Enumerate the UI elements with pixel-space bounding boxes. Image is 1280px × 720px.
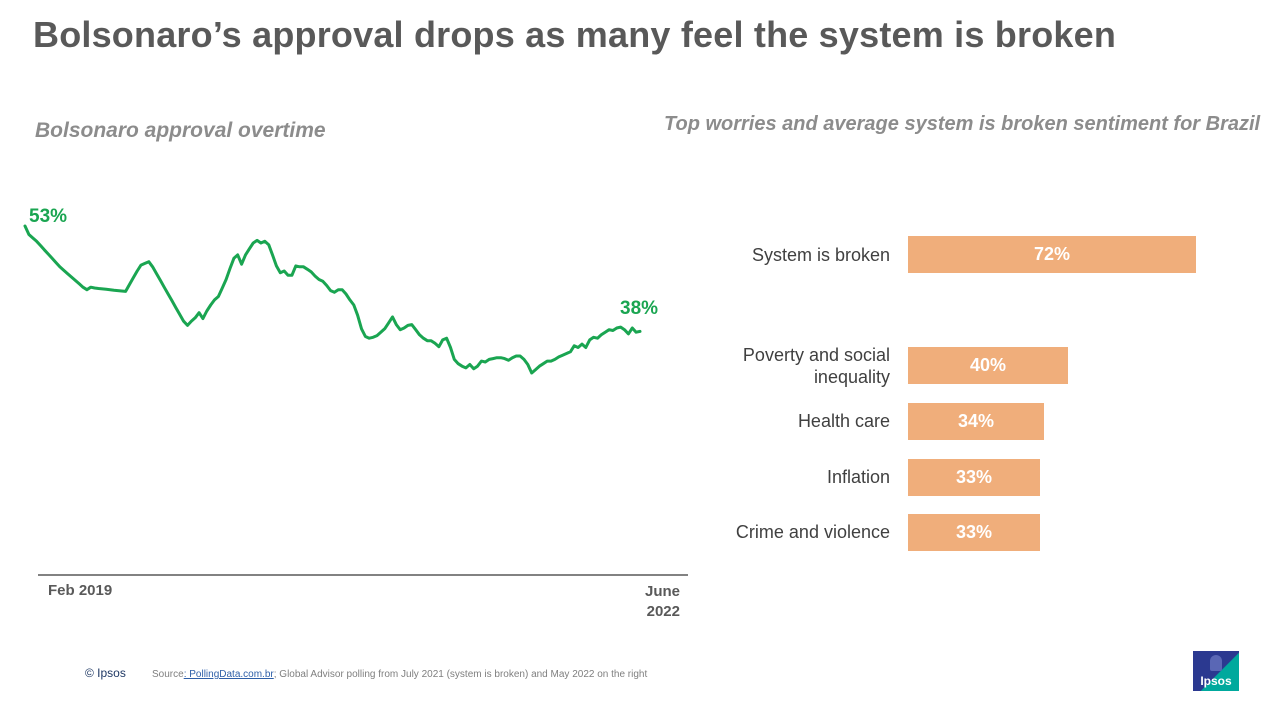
approval-line-chart: 53% 38%: [23, 206, 688, 576]
bar-category-label: Health care: [797, 411, 890, 431]
bar: 72%: [908, 236, 1196, 273]
source-prefix: Source: [152, 669, 184, 680]
bar-category-label: Poverty and social inequality: [742, 345, 890, 387]
bar-category-label: Inflation: [826, 467, 890, 487]
bar-value-label: 33%: [955, 522, 993, 542]
approval-series-line: [23, 224, 642, 375]
bar-row: Poverty and social inequality 40%: [700, 345, 1220, 387]
copyright-text: © Ipsos: [85, 666, 126, 680]
logo-mark-icon: [1210, 655, 1222, 671]
end-value-label: 38%: [620, 298, 658, 319]
source-link[interactable]: : PollingData.com.br: [183, 669, 274, 680]
bar-row: Crime and violence 33%: [700, 514, 1220, 551]
bar: 33%: [908, 459, 1040, 496]
source-rest: ; Global Advisor polling from July 2021 …: [273, 669, 648, 680]
bar-row: System is broken 72%: [700, 236, 1220, 273]
bar-chart-subtitle: Top worries and average system is broken…: [664, 113, 1261, 135]
bar-row: Health care 34%: [700, 403, 1220, 440]
bar-value-label: 33%: [955, 467, 993, 487]
bar-value-label: 34%: [957, 411, 995, 431]
bar-category-label: System is broken: [751, 245, 890, 265]
bar: 40%: [908, 347, 1068, 384]
x-tick-start: Feb 2019: [48, 582, 113, 599]
bar-row: Inflation 33%: [700, 459, 1220, 496]
bar-value-label: 72%: [1033, 244, 1071, 264]
ipsos-logo: Ipsos: [1193, 651, 1239, 691]
x-tick-end: June 2022: [644, 583, 680, 620]
bar-value-label: 40%: [969, 355, 1007, 375]
logo-text: Ipsos: [1200, 674, 1232, 688]
start-value-label: 53%: [29, 206, 67, 227]
bar: 33%: [908, 514, 1040, 551]
line-chart-subtitle: Bolsonaro approval overtime: [35, 119, 326, 142]
page-title: Bolsonaro’s approval drops as many feel …: [33, 14, 1117, 55]
source-note: Source: PollingData.com.br; Global Advis…: [152, 669, 647, 680]
bar-category-label: Crime and violence: [735, 522, 890, 542]
bar: 34%: [908, 403, 1044, 440]
